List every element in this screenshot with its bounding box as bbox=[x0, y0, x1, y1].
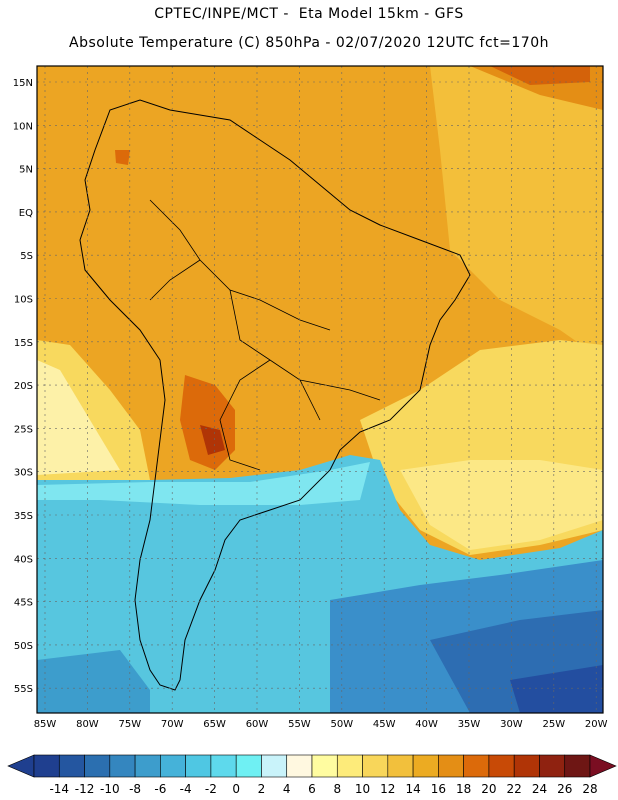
temperature-field bbox=[37, 66, 603, 713]
southwest-cold bbox=[37, 650, 150, 713]
lon-label: 35W bbox=[458, 719, 481, 730]
colorbar-label: 10 bbox=[355, 782, 370, 796]
colorbar-swatch bbox=[336, 754, 363, 778]
colorbar-swatch bbox=[286, 754, 313, 778]
colorbar-min-arrow bbox=[7, 754, 35, 778]
colorbar-label: -10 bbox=[100, 782, 120, 796]
colorbar-label: 20 bbox=[481, 782, 496, 796]
ocean-deepest-cold bbox=[510, 665, 603, 713]
colorbar-label: 18 bbox=[456, 782, 471, 796]
colorbar-swatch bbox=[134, 754, 161, 778]
lat-label: 40S bbox=[14, 554, 33, 565]
colorbar-swatch bbox=[311, 754, 338, 778]
pacific-pale-band bbox=[37, 360, 120, 475]
colorbar-swatch bbox=[33, 754, 60, 778]
country-borders bbox=[149, 199, 381, 471]
colorbar-label: -6 bbox=[154, 782, 166, 796]
colorbar-label: 0 bbox=[232, 782, 240, 796]
chaco-hottest-zone bbox=[200, 425, 225, 455]
colorbar-swatch bbox=[387, 754, 414, 778]
colorbar-label: -4 bbox=[180, 782, 192, 796]
colorbar-label: -8 bbox=[129, 782, 141, 796]
colorbar-swatch bbox=[564, 754, 591, 778]
atlantic-warm-zone bbox=[430, 66, 603, 360]
colorbar-label: -14 bbox=[49, 782, 69, 796]
lat-label: 20S bbox=[14, 381, 33, 392]
lon-label: 80W bbox=[76, 719, 99, 730]
lat-label: EQ bbox=[19, 208, 33, 219]
colombia-hot-spot bbox=[115, 150, 130, 165]
lat-label: 30S bbox=[14, 468, 33, 479]
lat-label: 15N bbox=[13, 78, 33, 89]
colorbar-swatch bbox=[261, 754, 288, 778]
colorbar-max-arrow bbox=[589, 754, 617, 778]
colorbar-label: 22 bbox=[507, 782, 522, 796]
lat-label: 45S bbox=[14, 598, 33, 609]
title-line-1: CPTEC/INPE/MCT - Eta Model 15km - GFS bbox=[154, 6, 464, 22]
lat-label: 5N bbox=[19, 165, 33, 176]
colorbar-swatch bbox=[539, 754, 566, 778]
colorbar-label: 2 bbox=[258, 782, 266, 796]
lon-label: 50W bbox=[330, 719, 353, 730]
colorbar-label: 26 bbox=[557, 782, 572, 796]
colorbar-label: 28 bbox=[582, 782, 597, 796]
lon-label: 55W bbox=[288, 719, 311, 730]
colorbar-swatch bbox=[513, 754, 540, 778]
lon-label: 40W bbox=[415, 719, 438, 730]
cool-front-band bbox=[37, 462, 370, 505]
lat-label: 15S bbox=[14, 338, 33, 349]
colorbar-label: 24 bbox=[532, 782, 547, 796]
colorbar-label: 4 bbox=[283, 782, 291, 796]
lat-label: 10N bbox=[13, 121, 33, 132]
atlantic-hottest-zone bbox=[490, 66, 590, 85]
colorbar-label: 16 bbox=[431, 782, 446, 796]
lon-label: 25W bbox=[542, 719, 565, 730]
lon-label: 65W bbox=[203, 719, 226, 730]
colorbar-swatch bbox=[463, 754, 490, 778]
colorbar-swatch bbox=[109, 754, 136, 778]
title-line-2: Absolute Temperature (C) 850hPa - 02/07/… bbox=[69, 35, 549, 51]
colorbar-swatch bbox=[210, 754, 237, 778]
colorbar-swatch bbox=[362, 754, 389, 778]
latitude-labels: 15N 10N 5N EQ 5S 10S 15S 20S 25S 30S 35S 40S 45S 50S 5… bbox=[13, 78, 33, 695]
lon-label: 85W bbox=[34, 719, 57, 730]
map-frame bbox=[36, 65, 604, 714]
colorbar-label: -12 bbox=[75, 782, 95, 796]
lon-label: 45W bbox=[373, 719, 396, 730]
colorbar-label: -2 bbox=[205, 782, 217, 796]
colorbar-swatch bbox=[488, 754, 515, 778]
colorbar-label: 8 bbox=[333, 782, 341, 796]
colorbar-swatch bbox=[438, 754, 464, 778]
lat-label: 10S bbox=[14, 295, 33, 306]
atlantic-pale-band bbox=[400, 460, 603, 550]
colorbar-label: 6 bbox=[308, 782, 316, 796]
lat-label: 25S bbox=[14, 424, 33, 435]
colorbar-swatch bbox=[185, 754, 212, 778]
lat-lon-grid bbox=[37, 66, 603, 713]
colorbar-swatch bbox=[412, 754, 439, 778]
lon-label: 75W bbox=[118, 719, 141, 730]
lat-label: 5S bbox=[20, 251, 33, 262]
colorbar-swatch bbox=[58, 754, 85, 778]
colorbar-swatch bbox=[84, 754, 111, 778]
colorbar-label: 12 bbox=[380, 782, 395, 796]
lon-label: 60W bbox=[246, 719, 269, 730]
lon-label: 70W bbox=[161, 719, 184, 730]
lon-label: 30W bbox=[500, 719, 523, 730]
colorbar-swatch bbox=[160, 754, 186, 778]
lat-label: 55S bbox=[14, 684, 33, 695]
colorbar-label: 14 bbox=[405, 782, 420, 796]
longitude-labels: 85W 80W 75W 70W 65W 60W 55W 50W 45W 40W 35W 30W 25W 2… bbox=[34, 719, 608, 730]
lat-label: 35S bbox=[14, 511, 33, 522]
lon-label: 20W bbox=[585, 719, 608, 730]
colorbar-swatch bbox=[235, 754, 262, 778]
lat-label: 50S bbox=[14, 641, 33, 652]
